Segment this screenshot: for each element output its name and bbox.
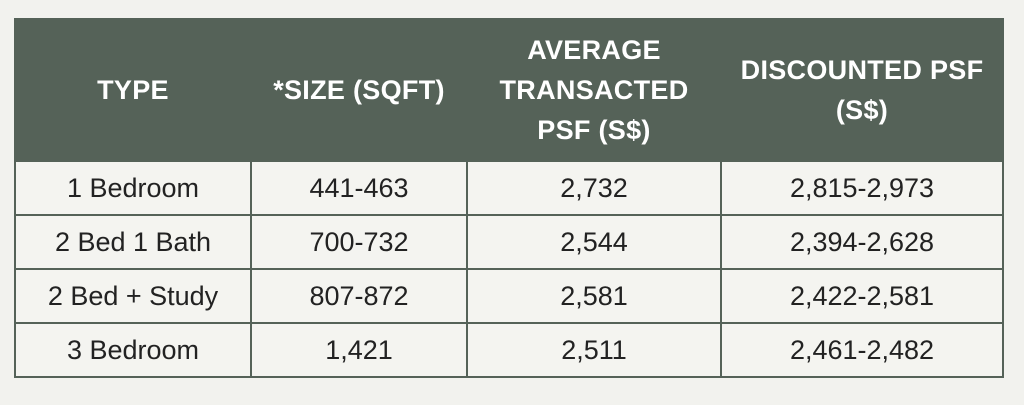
- pricing-table: TYPE *SIZE (SQFT) AVERAGE TRANSACTED PSF…: [14, 18, 1004, 378]
- cell-type: 2 Bed 1 Bath: [14, 214, 252, 270]
- header-discounted-psf-line-1: DISCOUNTED PSF: [740, 55, 984, 85]
- cell-discounted-psf: 2,422-2,581: [720, 268, 1004, 324]
- table-row: 3 Bedroom 1,421 2,511 2,461-2,482: [14, 322, 1004, 378]
- cell-discounted-psf: 2,461-2,482: [720, 322, 1004, 378]
- header-type-line: TYPE: [97, 75, 169, 105]
- cell-type: 2 Bed + Study: [14, 268, 252, 324]
- table-row: 2 Bed 1 Bath 700-732 2,544 2,394-2,628: [14, 214, 1004, 270]
- table-row: 2 Bed + Study 807-872 2,581 2,422-2,581: [14, 268, 1004, 324]
- cell-average-psf: 2,732: [466, 160, 722, 216]
- cell-type: 1 Bedroom: [14, 160, 252, 216]
- cell-type: 3 Bedroom: [14, 322, 252, 378]
- cell-size: 700-732: [250, 214, 468, 270]
- header-average-psf-line-1: AVERAGE: [527, 35, 661, 65]
- header-size: *SIZE (SQFT): [250, 18, 468, 162]
- cell-size: 1,421: [250, 322, 468, 378]
- cell-size: 441-463: [250, 160, 468, 216]
- header-size-line: *SIZE (SQFT): [273, 75, 445, 105]
- table-row: 1 Bedroom 441-463 2,732 2,815-2,973: [14, 160, 1004, 216]
- header-average-psf-line-3: PSF (S$): [537, 115, 651, 145]
- table-header-row: TYPE *SIZE (SQFT) AVERAGE TRANSACTED PSF…: [14, 18, 1004, 162]
- header-average-psf: AVERAGE TRANSACTED PSF (S$): [466, 18, 722, 162]
- cell-average-psf: 2,511: [466, 322, 722, 378]
- header-discounted-psf: DISCOUNTED PSF (S$): [720, 18, 1004, 162]
- header-discounted-psf-line-2: (S$): [835, 95, 889, 125]
- cell-average-psf: 2,544: [466, 214, 722, 270]
- cell-size: 807-872: [250, 268, 468, 324]
- cell-discounted-psf: 2,815-2,973: [720, 160, 1004, 216]
- header-type: TYPE: [14, 18, 252, 162]
- cell-discounted-psf: 2,394-2,628: [720, 214, 1004, 270]
- header-average-psf-line-2: TRANSACTED: [499, 75, 689, 105]
- pricing-table-container: TYPE *SIZE (SQFT) AVERAGE TRANSACTED PSF…: [14, 18, 1004, 378]
- cell-average-psf: 2,581: [466, 268, 722, 324]
